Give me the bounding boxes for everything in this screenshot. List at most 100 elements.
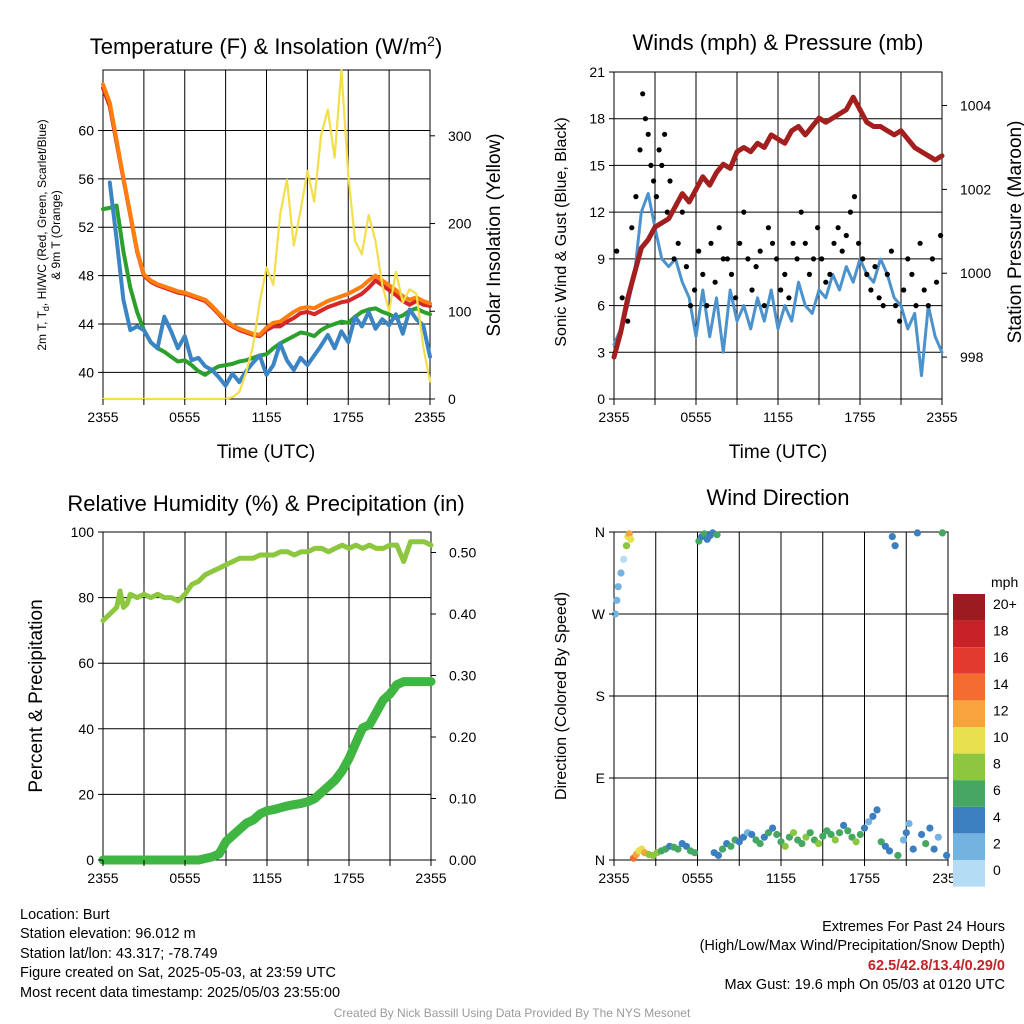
gust-point — [642, 116, 649, 122]
winds-x-tick-label: 2355 — [598, 409, 629, 425]
gust-point — [659, 162, 665, 168]
gust-point — [633, 194, 639, 200]
wind-direction-point — [611, 610, 620, 618]
gust-point — [745, 256, 751, 262]
temperature-ylabel-subscript: d — [41, 306, 51, 311]
legend-swatch — [953, 833, 985, 860]
station-location: Location: Burt — [20, 907, 110, 923]
gust-point — [938, 232, 944, 239]
precip-y2-tick-label: 0.30 — [449, 667, 476, 683]
temperature-ylabel-part: 2m T, T — [35, 310, 49, 350]
wind-direction-y-tick-label: N — [595, 524, 605, 540]
gust-point — [868, 287, 874, 293]
wind-direction-point — [819, 832, 827, 840]
legend-label: 8 — [993, 756, 1001, 772]
wind-direction-point — [899, 836, 908, 844]
wind-direction-point — [918, 830, 926, 839]
gust-point — [786, 295, 792, 301]
wind-direction-point — [718, 845, 727, 853]
gust-point — [733, 295, 739, 301]
temperature-x-tick-label: 1755 — [333, 409, 364, 425]
latest-timestamp: Most recent data timestamp: 2025/05/03 2… — [20, 984, 341, 1001]
legend-swatch — [953, 753, 985, 781]
gust-point — [827, 271, 833, 277]
wind-direction-y-tick-label: E — [596, 770, 605, 786]
gust-point — [662, 131, 668, 137]
temperature-ylabel-part: , HI/WC (Red, Green, Scarlet/Blue) — [35, 119, 49, 306]
temperature-y-tick-label: 52 — [78, 219, 94, 235]
winds-x-tick-label: 0555 — [680, 409, 711, 425]
humidity-y-tick-label: 20 — [78, 786, 94, 802]
gust-point — [716, 225, 722, 231]
gust-point — [864, 271, 870, 277]
wind-direction-point — [926, 824, 934, 832]
wind-direction-point — [713, 531, 721, 539]
gust-point — [929, 256, 936, 262]
wind-direction-point — [894, 851, 902, 860]
gust-point — [712, 279, 718, 285]
gust-point — [671, 256, 677, 262]
legend-label: 20+ — [993, 596, 1017, 612]
gust-point — [782, 271, 788, 277]
humidity-x-tick-label: 1755 — [333, 870, 364, 886]
gust-point — [637, 147, 643, 153]
temperature-y-axis-label-left: 2m T, Td, HI/WC (Red, Green, Scarlet/Blu… — [35, 119, 51, 350]
winds-y-tick-label: 6 — [597, 298, 605, 314]
gust-point — [765, 225, 772, 231]
legend-swatch — [953, 594, 985, 621]
precip-y2-tick-label: 0.20 — [449, 729, 476, 745]
9m-t-line — [101, 82, 432, 337]
legend-label: 12 — [993, 702, 1009, 718]
gust-point — [645, 131, 651, 137]
temperature-title-close: ) — [435, 34, 442, 59]
wind-direction-point — [760, 833, 768, 841]
legend-swatch — [953, 647, 985, 674]
legend-title: mph — [991, 574, 1018, 590]
humidity-ticks: 2355 0555 1155 1755 2355 0 20 40 60 80 100 0.00 0.10… — [71, 524, 477, 886]
winds-y-tick-label: 3 — [597, 344, 605, 360]
wind-direction-point — [856, 830, 864, 839]
wind-direction-point — [943, 851, 951, 860]
winds-panel: Winds (mph) & Pressure (mb) 2355 0555 1155… — [553, 30, 1024, 463]
wind-direction-point — [781, 842, 789, 850]
figure-created: Figure created on Sat, 2025-05-03, at 23… — [20, 965, 336, 982]
humidity-x-tick-label: 2355 — [87, 870, 118, 886]
wind-direction-point — [714, 851, 723, 860]
humidity-y-tick-label: 60 — [78, 655, 94, 671]
legend-swatch — [953, 700, 985, 727]
gust-point — [909, 271, 915, 277]
wind-direction-point — [815, 840, 823, 848]
winds-y-tick-label: 21 — [589, 64, 605, 80]
wind-direction-point — [869, 812, 877, 820]
solar-insolation-line — [101, 68, 432, 401]
temperature-y-tick-label: 40 — [78, 364, 94, 380]
wind-direction-point — [691, 849, 699, 857]
gust-point — [888, 248, 895, 254]
wind-direction-point — [844, 827, 852, 835]
temperature-panel: Temperature (F) & Insolation (W/m2) 2355… — [35, 33, 505, 463]
wind-direction-point — [700, 530, 709, 538]
gust-point — [774, 256, 780, 262]
winds-y-axis-label-left: Sonic Wind & Gust (Blue, Black) — [553, 117, 570, 346]
wind-direction-point — [881, 842, 890, 850]
wind-direction-point — [777, 838, 785, 846]
wind-direction-point — [764, 829, 773, 837]
legend-label: 6 — [993, 782, 1001, 798]
pressure-y-axis-label-right: Station Pressure (Maroon) — [1005, 121, 1024, 344]
precip-y2-tick-label: 0.50 — [449, 544, 476, 560]
temperature-ticks: 2355 0555 1155 1755 2355 40 44 48 52 56 60 0 100 200 3… — [78, 122, 471, 425]
winds-y-tick-label: 18 — [589, 111, 605, 127]
wind-direction-x-tick-label: 0555 — [682, 870, 713, 886]
gust-point — [625, 318, 631, 324]
temperature-title-text: Temperature (F) & Insolation (W/m — [90, 34, 427, 59]
temperature-title-superscript: 2 — [427, 33, 435, 49]
gust-point — [728, 271, 735, 277]
wind-speed-legend: mph 20+ 18 16 14 12 10 8 6 4 2 0 — [953, 574, 1018, 887]
legend-label: 0 — [993, 862, 1001, 878]
gust-point — [802, 240, 808, 246]
gust-point — [851, 194, 858, 200]
humidity-y-tick-label: 80 — [78, 590, 94, 606]
gust-point — [831, 240, 837, 246]
gust-point — [819, 256, 825, 262]
